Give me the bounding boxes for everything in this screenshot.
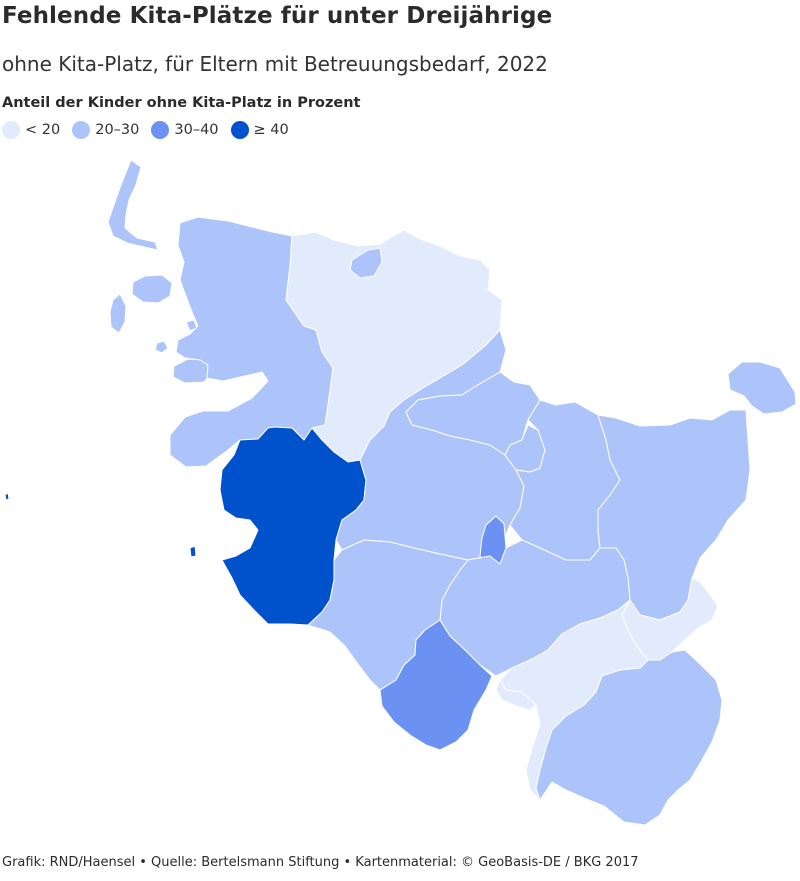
region-hamburg-rim [495,679,537,711]
legend-title: Anteil der Kinder ohne Kita-Platz in Pro… [2,95,361,111]
region-trischen [189,545,197,558]
region-fehmarn [727,361,797,415]
legend-item-ge40: ≥ 40 [230,121,289,139]
region-sylt [107,159,159,251]
region-helgoland [4,492,10,501]
legend-item-lt20: < 20 [2,121,60,139]
page-title: Fehlende Kita-Plätze für unter Dreijähri… [2,3,553,29]
legend-item-20-30: 20–30 [72,121,139,139]
region-hallig-1 [154,340,169,354]
region-lauenburg [535,649,723,826]
page-subtitle: ohne Kita-Platz, für Eltern mit Betreuun… [2,52,548,76]
legend: < 20 20–30 30–40 ≥ 40 [2,121,301,139]
region-foehr [131,274,173,304]
legend-label-lt20: < 20 [25,122,61,138]
legend-swatch-20-30 [72,121,91,139]
region-flensburg [349,247,383,279]
legend-label-ge40: ≥ 40 [253,122,289,138]
legend-label-30-40: 30–40 [174,122,219,138]
legend-swatch-lt20 [2,121,20,139]
legend-swatch-ge40 [230,121,249,139]
source-credit: Grafik: RND/Haensel • Quelle: Bertelsman… [2,855,639,870]
legend-label-20-30: 20–30 [95,122,140,138]
region-amrum [109,293,127,334]
region-pinneberg [379,619,493,751]
legend-swatch-30-40 [151,121,170,139]
legend-item-30-40: 30–40 [151,121,219,139]
